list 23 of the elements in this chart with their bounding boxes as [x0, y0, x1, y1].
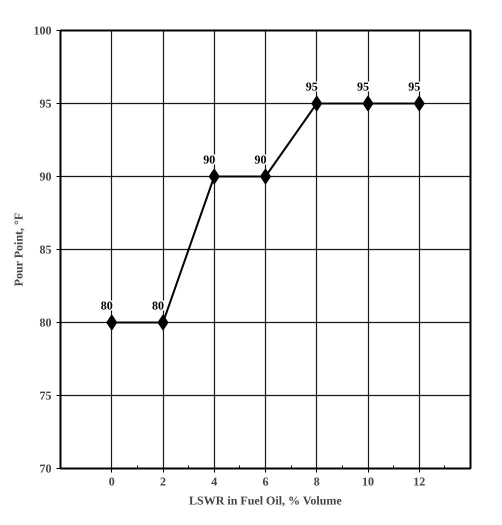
data-label: 95 — [357, 80, 369, 94]
data-label: 90 — [254, 152, 266, 166]
y-tick-label: 100 — [34, 24, 52, 38]
y-tick-label: 90 — [40, 170, 52, 184]
y-axis-title: Pour Point, °F — [12, 212, 26, 286]
x-tick-label: 4 — [211, 474, 218, 488]
y-tick-label: 95 — [40, 96, 52, 110]
x-tick-label: 12 — [413, 474, 426, 488]
data-label: 90 — [203, 152, 216, 166]
x-tick-label: 6 — [262, 474, 268, 488]
data-label: 95 — [408, 80, 420, 94]
y-tick-label: 80 — [40, 316, 52, 330]
data-label: 80 — [152, 298, 164, 312]
data-label: 80 — [100, 298, 113, 312]
x-tick-label: 2 — [160, 474, 166, 488]
y-tick-label: 85 — [40, 242, 52, 256]
y-tick-label: 70 — [40, 462, 52, 476]
data-label: 95 — [306, 80, 318, 94]
x-tick-label: 8 — [314, 474, 320, 488]
x-tick-label: 10 — [362, 474, 374, 488]
x-tick-label: 0 — [108, 474, 115, 488]
y-tick-label: 75 — [40, 388, 52, 402]
x-axis-title: LSWR in Fuel Oil, % Volume — [189, 494, 342, 508]
